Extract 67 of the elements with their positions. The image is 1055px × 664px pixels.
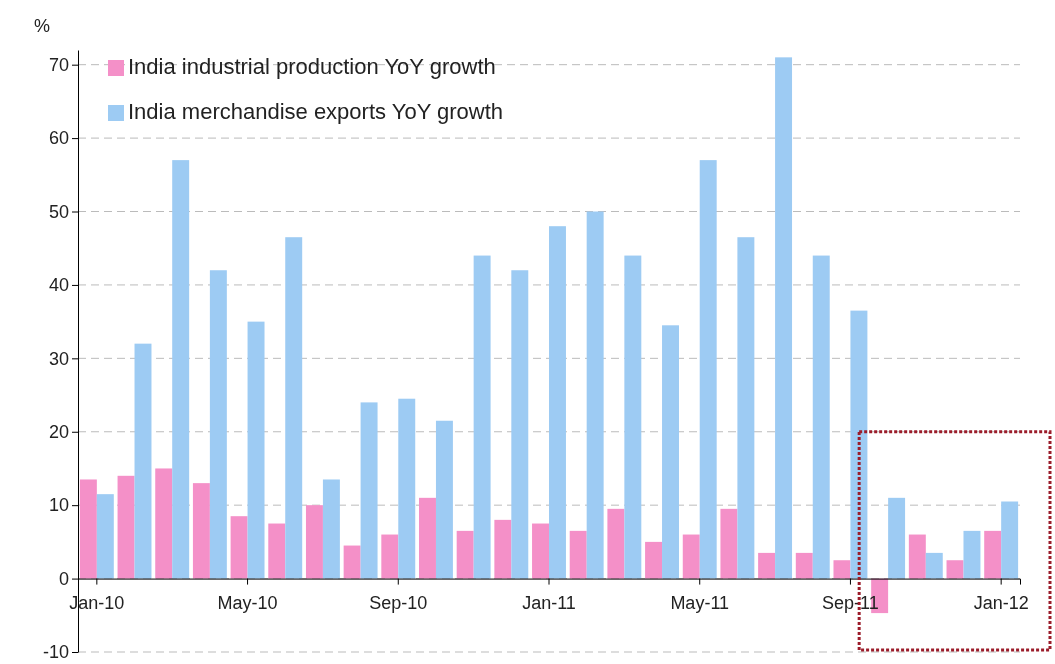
bar	[117, 475, 135, 579]
bar	[795, 552, 813, 579]
y-tick-label: 70	[48, 54, 69, 75]
bar	[1001, 501, 1019, 579]
bar	[192, 483, 210, 579]
bar	[850, 310, 868, 579]
bar	[134, 343, 152, 579]
bar	[925, 552, 943, 579]
y-tick-label: 50	[48, 201, 69, 222]
y-tick-label: 40	[48, 275, 69, 296]
bar	[699, 160, 717, 579]
bar	[155, 468, 173, 579]
bar	[682, 534, 700, 579]
bar	[532, 523, 549, 579]
bar	[209, 270, 227, 579]
bar	[473, 255, 491, 579]
bar	[494, 519, 512, 579]
bar	[305, 505, 323, 579]
bar	[79, 479, 97, 579]
y-axis-title: %	[34, 16, 51, 36]
x-tick-label: Sep-11	[822, 593, 879, 614]
x-tick-label: Jan-11	[522, 593, 576, 614]
y-tick-label: 30	[48, 348, 69, 369]
bar	[888, 497, 906, 579]
bar	[963, 530, 981, 579]
bar	[586, 211, 604, 579]
x-tick-label: Sep-10	[369, 593, 428, 614]
bar	[624, 255, 642, 579]
bar	[268, 523, 286, 579]
bar	[607, 508, 625, 579]
bar	[435, 420, 453, 579]
bar	[285, 237, 303, 579]
bar	[381, 534, 399, 579]
bar	[456, 530, 474, 579]
bar	[569, 530, 587, 579]
y-tick-label: -10	[42, 642, 69, 663]
y-tick-label: 60	[48, 128, 69, 149]
y-tick-label: 20	[48, 422, 69, 443]
bar	[812, 255, 830, 579]
bar	[662, 325, 679, 579]
bar	[737, 237, 755, 579]
bar	[549, 226, 566, 579]
bar	[96, 494, 114, 579]
bar	[775, 57, 793, 579]
bar	[398, 398, 416, 579]
bar	[419, 497, 436, 579]
y-tick-label: 0	[58, 568, 69, 589]
bar	[360, 402, 378, 579]
x-tick-label: Jan-12	[973, 593, 1029, 614]
bar	[343, 545, 361, 579]
bar	[833, 560, 851, 579]
bar	[946, 560, 964, 579]
bar	[322, 479, 340, 579]
x-tick-label: May-10	[217, 593, 278, 614]
y-tick-label: 10	[48, 495, 69, 516]
bar	[247, 321, 265, 579]
bar	[720, 508, 738, 579]
legend-label: India merchandise exports YoY growth	[128, 99, 504, 124]
legend-label: India industrial production YoY growth	[128, 54, 496, 79]
bar	[511, 270, 529, 579]
bar	[172, 160, 190, 579]
bar	[984, 530, 1002, 579]
bar	[230, 516, 248, 579]
bar	[758, 552, 776, 579]
x-tick-label: May-11	[670, 593, 730, 614]
bar	[908, 534, 926, 579]
bar	[645, 541, 663, 579]
